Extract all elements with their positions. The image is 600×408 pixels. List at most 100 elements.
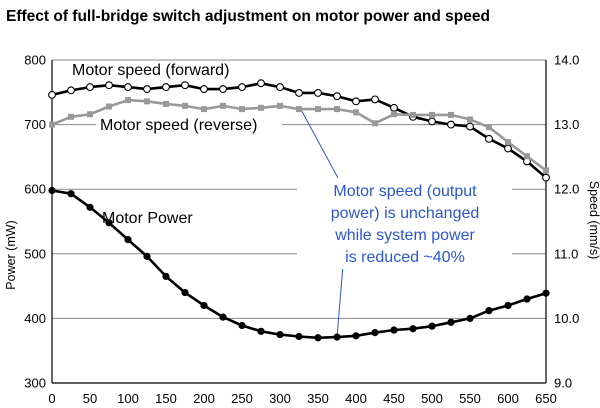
data-point <box>390 103 398 112</box>
data-point <box>334 106 340 113</box>
data-point <box>390 326 398 334</box>
data-point <box>523 295 531 303</box>
right-axis-ticks: 9.0 10.0 11.0 12.0 13.0 14.0 <box>554 53 579 391</box>
data-point <box>542 289 550 297</box>
annotation-pointers <box>298 105 344 338</box>
data-point <box>48 186 56 195</box>
left-tick-label: 400 <box>24 311 46 326</box>
data-point <box>466 314 474 322</box>
data-point <box>485 307 493 315</box>
x-tick-label: 300 <box>269 391 291 406</box>
data-point <box>219 85 227 94</box>
data-point <box>163 100 169 107</box>
annotation-line: while system power <box>334 227 475 244</box>
x-tick-label: 450 <box>383 391 405 406</box>
data-point <box>257 79 265 88</box>
left-tick-label: 300 <box>24 376 46 391</box>
data-point <box>86 83 94 92</box>
data-point <box>86 203 94 211</box>
data-point <box>124 235 132 244</box>
data-point <box>257 327 265 335</box>
data-point <box>162 83 170 92</box>
data-point <box>314 334 322 342</box>
data-point <box>295 332 303 341</box>
annotation-line: Motor speed (output <box>333 183 477 200</box>
x-tick-label: 200 <box>193 391 215 406</box>
data-point <box>333 333 341 341</box>
data-point <box>277 102 283 109</box>
x-tick-label: 250 <box>231 391 253 406</box>
plot-frame <box>51 60 547 384</box>
data-point <box>353 109 359 116</box>
annotation-text: Motor speed (output power) is unchanged wh… <box>297 178 512 269</box>
data-point <box>68 113 74 120</box>
chart-title: Effect of full-bridge switch adjustment … <box>6 8 490 25</box>
data-point <box>542 173 550 182</box>
data-point <box>143 85 151 94</box>
data-point <box>352 332 360 340</box>
data-point <box>201 106 207 113</box>
data-point <box>504 144 512 153</box>
data-point <box>543 167 549 174</box>
series-label: Motor Power <box>102 210 193 227</box>
x-tick-label: 150 <box>155 391 177 406</box>
x-tick-label: 0 <box>48 391 55 406</box>
x-tick-label: 400 <box>345 391 367 406</box>
data-point <box>238 321 246 330</box>
data-point <box>447 120 455 129</box>
series-label: Motor speed (reverse) <box>100 117 257 134</box>
data-point <box>486 124 492 131</box>
data-point <box>49 121 55 128</box>
data-point <box>315 106 321 113</box>
right-tick-label: 10.0 <box>554 311 579 326</box>
data-point <box>220 102 226 109</box>
data-point <box>276 330 284 339</box>
data-point <box>124 83 132 92</box>
data-point <box>200 85 208 94</box>
right-tick-label: 9.0 <box>554 376 572 391</box>
data-point <box>429 111 435 118</box>
x-tick-label: 100 <box>117 391 139 406</box>
right-tick-label: 14.0 <box>554 53 579 68</box>
x-tick-label: 500 <box>421 391 443 406</box>
x-tick-label: 650 <box>535 391 557 406</box>
data-point <box>485 134 493 143</box>
left-tick-label: 600 <box>24 182 46 197</box>
data-point <box>67 190 75 198</box>
data-point <box>181 81 189 90</box>
data-point <box>448 111 454 118</box>
data-point <box>144 98 150 105</box>
data-point <box>182 102 188 109</box>
data-point <box>276 83 284 92</box>
data-point <box>524 153 530 160</box>
data-point <box>181 288 189 297</box>
series-label: Motor speed (forward) <box>72 62 229 79</box>
right-axis-label: Speed (mm/s) <box>587 181 600 260</box>
annotation-pointer-line <box>336 264 344 338</box>
data-point <box>238 83 246 92</box>
data-point <box>409 325 417 333</box>
data-point <box>48 90 56 99</box>
data-point <box>219 313 227 321</box>
data-point <box>372 120 378 127</box>
left-axis-ticks: 300 400 500 600 700 800 <box>24 53 46 391</box>
annotation-line: power) is unchanged <box>331 205 480 222</box>
data-point <box>467 116 473 123</box>
annotation-bg <box>297 178 512 269</box>
data-point <box>352 97 360 106</box>
series-label-bg <box>96 115 282 135</box>
data-point <box>504 301 512 310</box>
data-point <box>371 329 379 337</box>
data-point <box>239 106 245 113</box>
left-tick-label: 700 <box>24 117 46 132</box>
data-point <box>106 103 112 110</box>
data-point <box>200 301 208 310</box>
data-point <box>428 117 436 126</box>
data-point <box>391 111 397 118</box>
series-labels: Motor speed (forward) Motor speed (revers… <box>72 62 282 227</box>
annotation-line: is reduced ~40% <box>345 249 465 266</box>
x-tick-label: 50 <box>83 391 97 406</box>
data-point <box>505 139 511 146</box>
data-point <box>295 88 303 97</box>
